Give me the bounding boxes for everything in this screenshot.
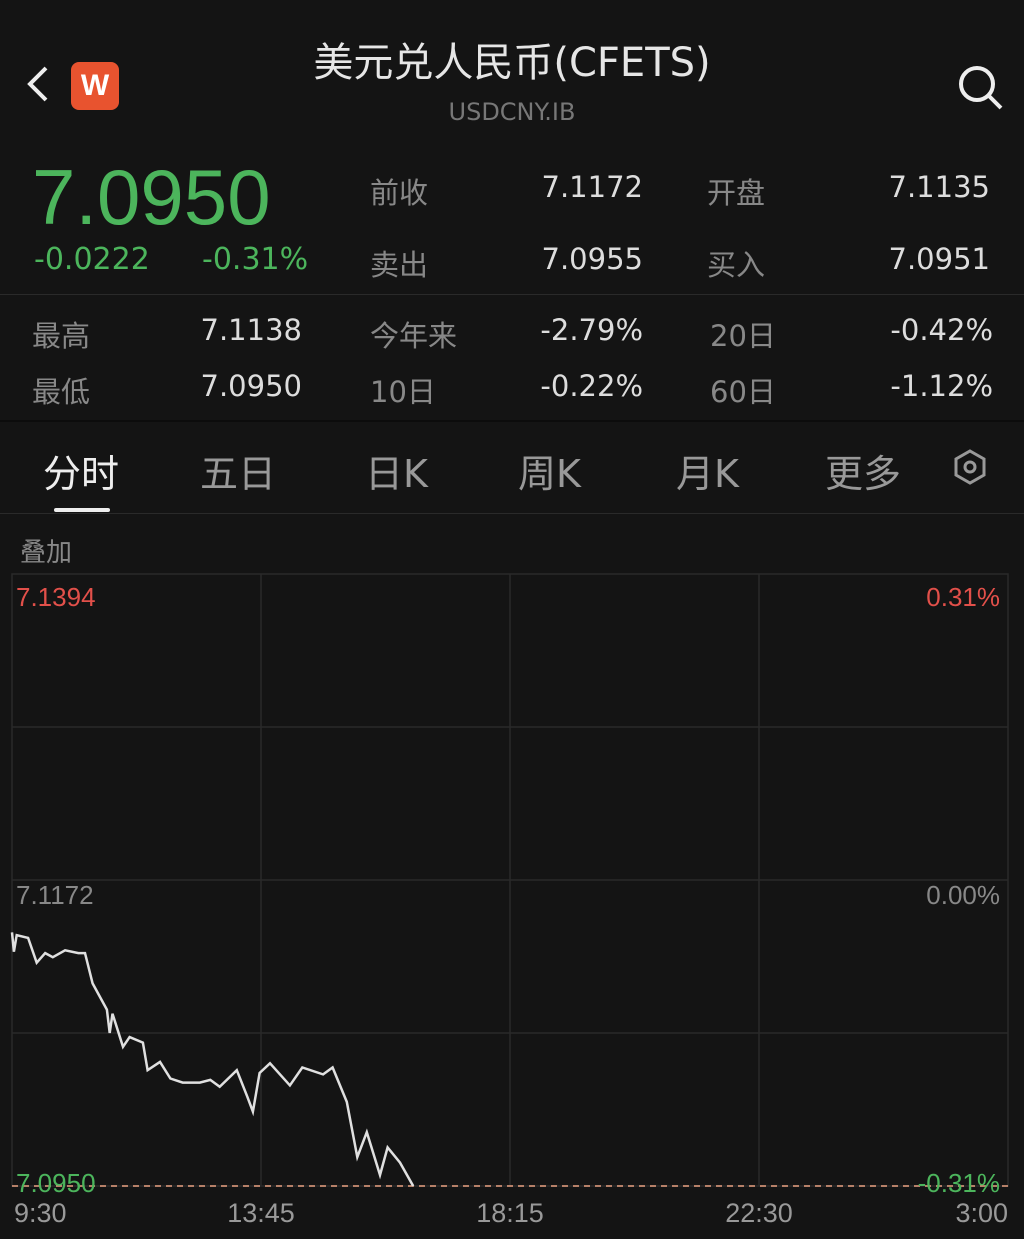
back-button[interactable] (22, 62, 52, 106)
stat-value: -0.22% (540, 369, 643, 403)
tab-five-day[interactable]: 五日 (200, 452, 277, 496)
ticker-code: USDCNY.IB (448, 98, 576, 126)
x-axis-tick: 18:15 (476, 1198, 544, 1228)
y-axis-tick-right: 0.31% (926, 582, 1000, 612)
tab-weekly-k[interactable]: 周K (518, 452, 581, 496)
stat-label: 卖出 (370, 248, 429, 282)
overlay-button[interactable]: 叠加 (20, 538, 73, 568)
stat-label: 开盘 (707, 176, 766, 210)
stat-value: 7.1138 (200, 313, 302, 347)
app-logo[interactable]: W (71, 62, 119, 110)
last-price: 7.0950 (32, 153, 271, 241)
y-axis-tick-right: 0.00% (926, 880, 1000, 910)
stat-label: 今年来 (370, 319, 458, 353)
stat-value: 7.0955 (541, 242, 643, 276)
stat-value: -2.79% (540, 313, 643, 347)
x-axis-tick: 13:45 (227, 1198, 295, 1228)
price-line (10, 932, 415, 1187)
stat-value: -1.12% (890, 369, 993, 403)
hexagon-settings-icon (954, 449, 986, 485)
y-axis-tick-left: 7.1394 (16, 582, 96, 612)
tab-daily-k[interactable]: 日K (365, 452, 428, 496)
divider (0, 513, 1024, 514)
divider (0, 294, 1024, 295)
stat-value: -0.42% (890, 313, 993, 347)
stat-value: 7.0950 (200, 369, 302, 403)
price-change: -0.0222 (34, 242, 150, 277)
x-axis-tick: 3:00 (955, 1198, 1008, 1228)
tab-monthly-k[interactable]: 月K (676, 452, 739, 496)
tab-intraday[interactable]: 分时 (43, 452, 120, 496)
x-axis-tick: 22:30 (725, 1198, 793, 1228)
divider (0, 420, 1024, 422)
stat-label: 20日 (710, 319, 776, 353)
y-axis-tick-right: -0.31% (918, 1168, 1000, 1198)
search-button[interactable] (955, 62, 1005, 112)
stat-label: 最低 (32, 375, 91, 409)
search-icon (959, 66, 1003, 110)
y-axis-tick-left: 7.1172 (16, 880, 94, 910)
page-title: 美元兑人民币(CFETS) (313, 40, 711, 86)
intraday-chart[interactable]: 7.1394 7.1172 7.0950 0.31% 0.00% -0.31% 9:30 13… (0, 560, 1024, 1239)
stat-value: 7.1135 (888, 170, 990, 204)
stat-label: 10日 (370, 375, 436, 409)
stat-value: 7.1172 (541, 170, 643, 204)
chart-settings-button[interactable] (950, 447, 990, 491)
tab-more[interactable]: 更多 (825, 452, 902, 496)
stat-label: 买入 (707, 248, 766, 282)
x-axis-tick: 9:30 (14, 1198, 67, 1228)
chevron-left-icon (27, 66, 48, 102)
active-tab-indicator (54, 508, 110, 512)
y-axis-tick-left: 7.0950 (16, 1168, 96, 1198)
stat-value: 7.0951 (888, 242, 990, 276)
price-change-pct: -0.31% (202, 242, 309, 277)
stat-label: 最高 (32, 319, 91, 353)
stat-label: 60日 (710, 375, 776, 409)
stat-label: 前收 (370, 176, 429, 210)
